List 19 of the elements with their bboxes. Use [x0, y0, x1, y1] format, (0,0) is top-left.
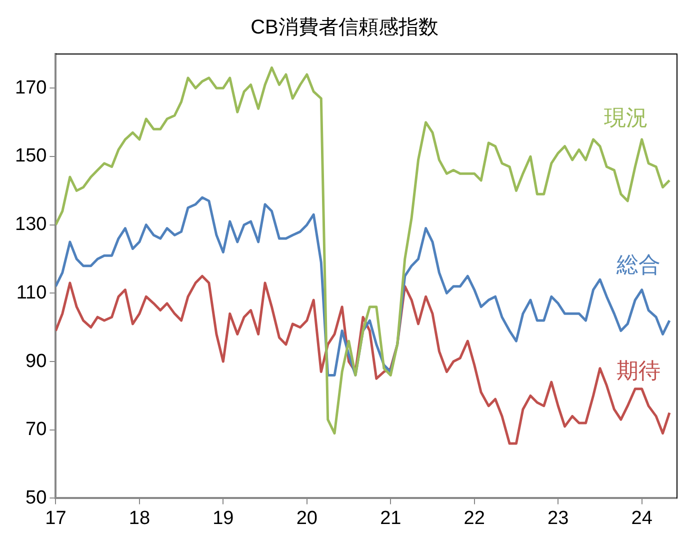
x-tick-label: 18 — [128, 508, 150, 529]
x-tick-label: 19 — [212, 508, 234, 529]
y-tick-label: 70 — [26, 419, 47, 440]
x-tick-label: 22 — [464, 508, 485, 529]
y-tick-label: 130 — [15, 214, 47, 236]
x-tick-label: 17 — [45, 508, 66, 529]
y-tick-label: 150 — [15, 146, 47, 167]
series-label: 現況 — [604, 104, 648, 130]
y-tick-label: 50 — [26, 487, 47, 508]
x-tick-label: 21 — [380, 508, 402, 529]
y-tick-label: 90 — [26, 350, 47, 372]
series-label: 総合 — [616, 252, 661, 277]
x-tick-label: 24 — [631, 508, 653, 529]
x-tick-label: 20 — [296, 508, 318, 529]
chart-title: CB消費者信頼感指数 — [250, 16, 438, 39]
y-tick-label: 170 — [15, 77, 47, 98]
y-tick-label: 110 — [16, 282, 47, 304]
series-label: 期待 — [616, 358, 661, 383]
x-tick-label: 23 — [548, 508, 569, 529]
